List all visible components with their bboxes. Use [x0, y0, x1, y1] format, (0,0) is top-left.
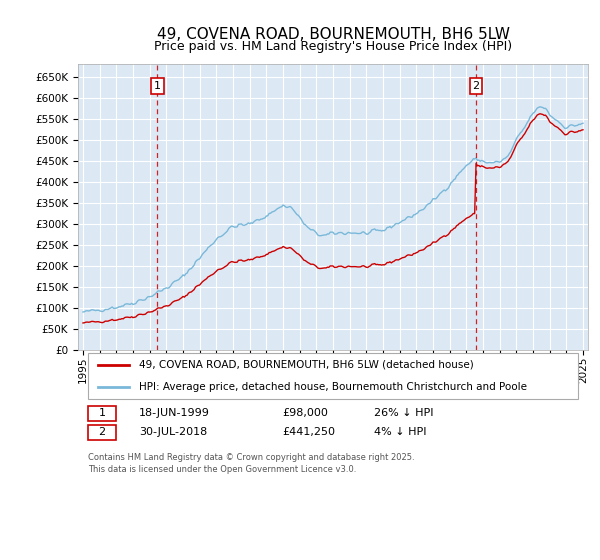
- Text: 4% ↓ HPI: 4% ↓ HPI: [374, 427, 426, 437]
- Text: 1: 1: [98, 408, 106, 418]
- Text: HPI: Average price, detached house, Bournemouth Christchurch and Poole: HPI: Average price, detached house, Bour…: [139, 382, 527, 393]
- Text: 2: 2: [472, 81, 479, 91]
- Text: 49, COVENA ROAD, BOURNEMOUTH, BH6 5LW (detached house): 49, COVENA ROAD, BOURNEMOUTH, BH6 5LW (d…: [139, 360, 474, 370]
- Text: Price paid vs. HM Land Registry's House Price Index (HPI): Price paid vs. HM Land Registry's House …: [154, 40, 512, 53]
- Text: £441,250: £441,250: [282, 427, 335, 437]
- Text: 49, COVENA ROAD, BOURNEMOUTH, BH6 5LW: 49, COVENA ROAD, BOURNEMOUTH, BH6 5LW: [157, 27, 509, 42]
- Text: 1: 1: [154, 81, 161, 91]
- Text: 26% ↓ HPI: 26% ↓ HPI: [374, 408, 433, 418]
- Text: £98,000: £98,000: [282, 408, 328, 418]
- FancyBboxPatch shape: [88, 353, 578, 399]
- Text: Contains HM Land Registry data © Crown copyright and database right 2025.
This d: Contains HM Land Registry data © Crown c…: [88, 454, 415, 474]
- FancyBboxPatch shape: [88, 424, 116, 440]
- Text: 30-JUL-2018: 30-JUL-2018: [139, 427, 208, 437]
- FancyBboxPatch shape: [88, 405, 116, 421]
- Text: 2: 2: [98, 427, 106, 437]
- Text: 18-JUN-1999: 18-JUN-1999: [139, 408, 210, 418]
